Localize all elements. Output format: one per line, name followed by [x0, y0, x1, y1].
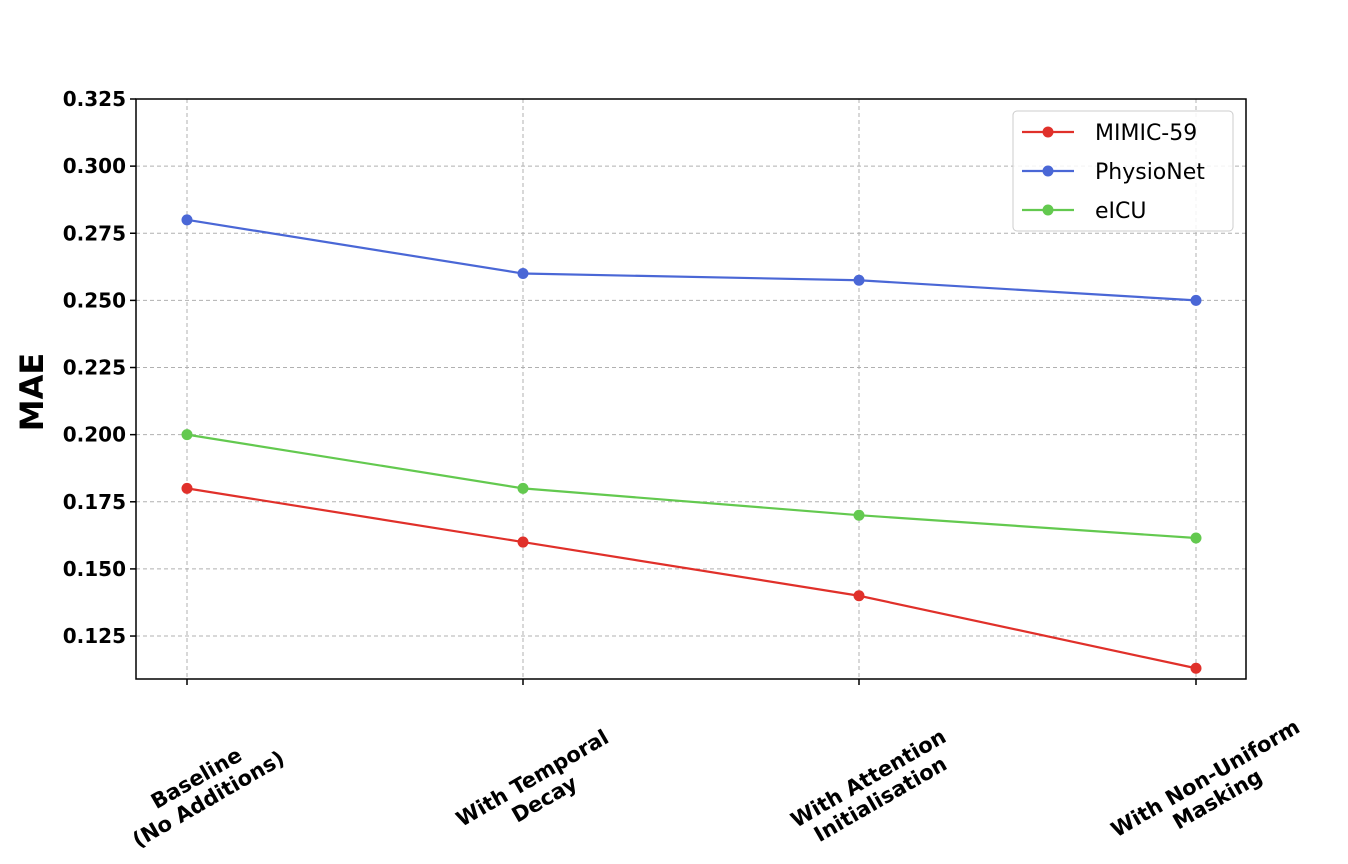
x-tick-label: With Non-UniformMasking — [1107, 715, 1316, 863]
legend-label: PhysioNet — [1095, 160, 1205, 185]
data-point — [853, 509, 865, 521]
data-point — [517, 536, 529, 548]
legend-item: PhysioNet — [1022, 160, 1205, 185]
data-point — [517, 268, 529, 280]
y-tick-label: 0.250 — [63, 288, 126, 312]
legend: MIMIC-59 PhysioNet eICU — [1012, 110, 1234, 232]
y-tick-label: 0.225 — [63, 356, 126, 380]
legend-label: MIMIC-59 — [1095, 121, 1197, 146]
series-line — [186, 433, 1197, 540]
x-tick-label: Baseline(No Additions) — [116, 725, 288, 852]
data-point — [1190, 532, 1202, 544]
legend-item: eICU — [1022, 199, 1147, 224]
x-axis-ticks: Baseline(No Additions) With TemporalDecay… — [116, 679, 1316, 863]
y-tick-label: 0.175 — [63, 490, 126, 514]
x-tick-label: With TemporalDecay — [452, 725, 625, 852]
legend-swatch-marker — [1042, 204, 1054, 216]
legend-label: eICU — [1095, 199, 1147, 224]
series-line — [186, 487, 1197, 670]
x-tick-label: With AttentionInitialisation — [787, 724, 962, 853]
series-layer — [181, 214, 1202, 674]
data-point — [1190, 294, 1202, 306]
y-tick-label: 0.150 — [63, 557, 126, 581]
y-tick-label: 0.300 — [63, 154, 126, 178]
series-eicu — [181, 429, 1202, 544]
data-point — [181, 482, 193, 494]
data-point — [517, 482, 529, 494]
y-tick-label: 0.275 — [63, 221, 126, 245]
series-line — [186, 218, 1197, 302]
data-point — [853, 274, 865, 286]
y-tick-label: 0.325 — [63, 87, 126, 111]
data-point — [181, 214, 193, 226]
legend-swatch-marker — [1042, 165, 1054, 177]
plot-area-frame — [135, 98, 1247, 680]
y-tick-label: 0.125 — [63, 624, 126, 648]
legend-box — [1012, 110, 1234, 232]
legend-item: MIMIC-59 — [1022, 121, 1197, 146]
y-axis-title: MAE — [13, 353, 51, 431]
data-point — [1190, 662, 1202, 674]
legend-swatch-marker — [1042, 126, 1054, 138]
y-tick-label: 0.200 — [63, 423, 126, 447]
y-axis-ticks: 0.125 0.150 0.175 0.200 0.225 0.250 0.275 0.300… — [63, 87, 136, 648]
data-point — [853, 590, 865, 602]
data-point — [181, 429, 193, 441]
series-mimic-59 — [181, 482, 1202, 674]
series-physionet — [181, 214, 1202, 306]
